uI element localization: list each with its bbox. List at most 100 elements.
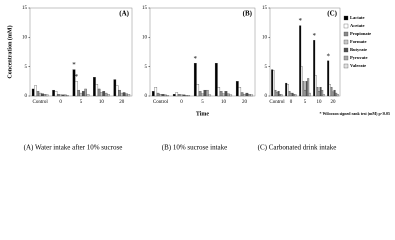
bar — [95, 84, 99, 97]
bar — [156, 92, 160, 97]
significance-mark: * — [298, 17, 302, 25]
x-tick-label: 0 — [180, 100, 183, 105]
x-tick-label: 5 — [304, 100, 307, 105]
bar — [102, 91, 106, 97]
legend-label: Pyruvate — [350, 55, 368, 60]
y-tick-label: 5 — [265, 65, 268, 70]
x-tick-label: 20 — [331, 100, 337, 105]
bar — [208, 94, 212, 97]
bar — [82, 91, 85, 97]
bar — [332, 91, 334, 97]
bar — [238, 87, 242, 97]
bar — [300, 66, 303, 97]
legend-swatch — [343, 63, 349, 69]
bar — [97, 88, 101, 97]
y-tick-label: 5 — [25, 65, 28, 70]
bar — [61, 94, 65, 97]
bar — [277, 91, 280, 97]
bar — [166, 95, 170, 97]
bar — [196, 84, 200, 97]
legend-label: Valerate — [350, 63, 366, 68]
bar — [330, 87, 333, 97]
bar — [302, 81, 305, 97]
bar — [307, 78, 310, 97]
bar — [84, 88, 87, 97]
bar — [104, 92, 108, 97]
y-tick-label: 0 — [145, 94, 148, 99]
bar — [322, 94, 325, 97]
bar — [41, 93, 44, 97]
bar — [286, 84, 289, 97]
bar — [276, 92, 278, 97]
bar — [279, 94, 282, 97]
bar — [318, 91, 320, 97]
legend-swatch — [343, 47, 349, 53]
bar — [319, 87, 322, 97]
x-tick-label: 20 — [119, 100, 125, 105]
bar — [163, 94, 167, 97]
caption: (C) Carbonated drink intake — [258, 144, 337, 152]
bar — [56, 94, 60, 97]
y-tick-label: 10 — [142, 35, 148, 40]
panel-label: (A) — [119, 10, 129, 18]
bar — [59, 94, 62, 97]
legend-label: Acetate — [350, 23, 365, 28]
bar — [52, 89, 55, 97]
bar — [305, 81, 308, 97]
y-tick-label: 10 — [22, 35, 28, 40]
bar — [222, 93, 225, 97]
bar — [154, 87, 158, 97]
bar — [290, 92, 292, 97]
y-tick-label: 0 — [265, 94, 268, 99]
bar — [198, 91, 202, 97]
bar — [107, 94, 110, 97]
bar — [217, 87, 221, 97]
bar — [293, 94, 296, 97]
bar — [38, 92, 42, 97]
bar — [250, 94, 254, 97]
bar — [175, 92, 179, 97]
x-tick-label: Control — [33, 100, 49, 105]
x-tick-label: 5 — [80, 100, 83, 105]
panel-label: (C) — [327, 10, 337, 18]
bar — [93, 77, 96, 97]
y-tick-label: 15 — [142, 6, 148, 11]
y-axis-label: Concentration (mM) — [6, 25, 13, 78]
bar — [328, 84, 331, 97]
significance-mark: * — [312, 32, 316, 40]
bar — [184, 95, 188, 97]
x-axis-label: Time — [196, 111, 210, 117]
bar — [120, 92, 124, 97]
y-tick-label: 10 — [262, 35, 268, 40]
bar — [240, 92, 244, 97]
x-tick-label: Control — [269, 100, 285, 105]
x-tick-label: 10 — [221, 100, 227, 105]
bar — [308, 92, 311, 97]
x-tick-label: 0 — [290, 100, 293, 105]
bar — [177, 94, 181, 97]
bar — [229, 94, 233, 97]
bar — [161, 94, 165, 97]
bar — [63, 94, 67, 97]
bar — [226, 93, 230, 97]
legend-swatch — [343, 15, 349, 21]
bar — [280, 94, 283, 97]
y-tick-label: 15 — [22, 6, 28, 11]
plot-frame — [149, 7, 256, 97]
caption: (B) 10% sucrose intake — [162, 144, 228, 152]
bar — [316, 87, 319, 97]
bar — [274, 89, 277, 97]
legend-label: Propionate — [350, 31, 371, 36]
significance-mark: * — [75, 73, 79, 81]
footnote: * Wilcoxon signed rank test (mM) p<0.05 — [320, 111, 390, 116]
bar — [291, 92, 294, 97]
legend-label: Butyrate — [350, 47, 367, 52]
y-tick-label: 5 — [145, 65, 148, 70]
bar — [304, 89, 306, 97]
significance-mark: * — [194, 55, 198, 63]
significance-mark: * — [72, 61, 76, 69]
bar — [235, 81, 239, 97]
bar — [34, 85, 37, 97]
bar — [75, 81, 78, 97]
bar — [247, 94, 251, 97]
